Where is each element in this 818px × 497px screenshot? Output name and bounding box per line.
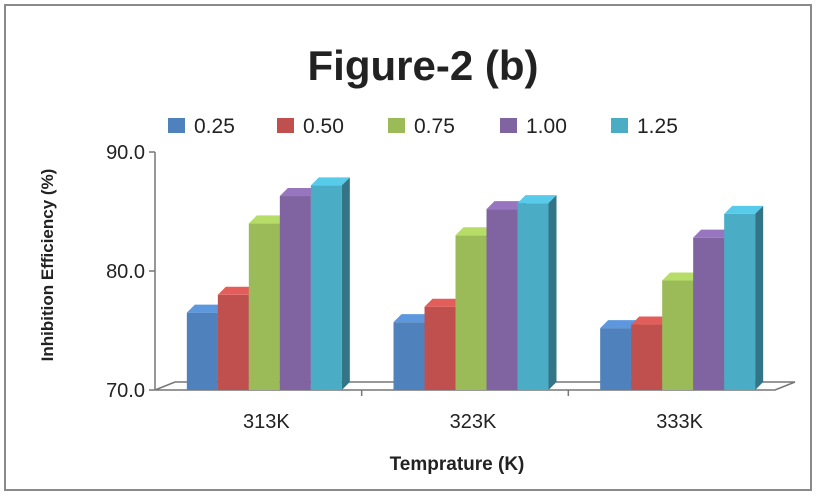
bar [724,205,764,390]
x-tick-label: 323K [450,411,497,433]
bar-top [424,298,464,307]
bar-front [486,209,518,390]
bar-top [662,272,702,281]
bar-top [217,286,257,295]
legend-item: 0.50 [277,115,344,138]
y-tick-label: 70.0 [106,380,145,402]
y-axis-label: Inhibition Efficiency (%) [38,169,57,362]
bar-top [631,316,671,325]
bar-top [600,320,640,329]
axes [149,151,796,396]
bar-front [279,196,311,390]
y-tick-label: 80.0 [106,261,145,283]
bar-front [217,294,249,390]
bar-front [248,223,280,390]
bar [517,195,557,390]
bar-top [310,177,350,186]
legend-item: 0.25 [168,115,235,138]
bar-top [186,304,226,313]
bar-top [248,215,288,224]
bar-side [341,177,350,390]
bar-front [424,306,456,390]
legend-label: 0.75 [414,115,455,138]
legend-label: 1.00 [526,115,567,138]
bar-side [548,195,557,390]
legend-label: 1.25 [637,115,678,138]
bar-front [393,322,425,390]
chart-title: Figure-2 (b) [308,42,539,89]
legend-swatch [500,118,517,133]
bar-top [455,227,495,236]
legend: 0.25 0.50 0.75 1.00 1.25 [168,115,678,138]
legend-item: 0.75 [388,115,455,138]
bar-front [724,213,756,390]
bar-front [455,235,487,390]
bar-top [724,205,764,214]
x-tick-label: 333K [656,411,703,433]
bar-front [600,328,632,390]
legend-label: 0.50 [303,115,344,138]
legend-swatch [277,118,294,133]
legend-item: 1.25 [611,115,678,138]
legend-swatch [611,118,628,133]
legend-item: 1.00 [500,115,567,138]
bar-front [631,324,663,390]
bar [310,177,350,390]
bar-top [279,188,319,197]
y-tick-label: 90.0 [106,142,145,164]
bar-front [186,312,218,390]
bar-front [693,237,725,390]
x-tick-label: 313K [243,411,290,433]
x-axis-label: Temprature (K) [390,454,525,475]
bar-top [693,229,733,238]
bar-side [755,205,764,390]
bar-top [517,195,557,204]
bar-front [517,203,549,390]
bar-top [486,201,526,210]
legend-swatch [388,118,405,133]
bar-top [393,314,433,323]
chart-frame [4,4,812,491]
legend-label: 0.25 [194,115,235,138]
bar-front [310,185,342,390]
legend-swatch [168,118,185,133]
tick-labels: 70.0 80.0 90.0 313K 323K 333K [106,142,704,433]
bar-front [662,280,694,390]
bars [186,177,764,390]
